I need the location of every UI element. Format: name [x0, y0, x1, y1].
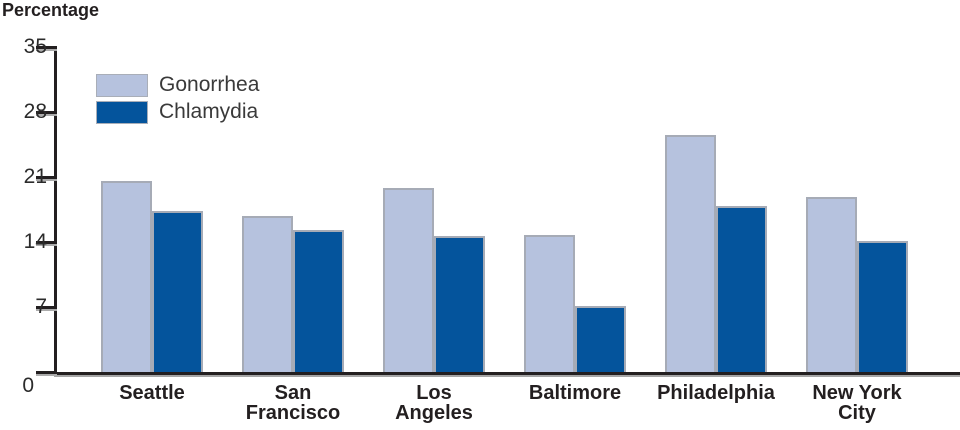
plot-area: Gonorrhea Chlamydia 35 28 21 14 7 0: [22, 35, 960, 397]
bar-gonorrhea-new-york-city: [806, 196, 857, 372]
bar-group-seattle: [101, 180, 203, 372]
y-axis-line: [54, 47, 57, 375]
y-tick-label-28: 28: [23, 100, 47, 123]
category-label-philadelphia: Philadelphia: [657, 382, 775, 404]
category-label-los-angeles: Los Angeles: [395, 382, 473, 424]
bar-group-new-york-city: [806, 196, 908, 372]
y-tick-label-35: 35: [23, 35, 47, 58]
legend-item-chlamydia: Chlamydia: [96, 100, 259, 124]
bar-chlamydia-philadelphia: [716, 205, 767, 372]
x-axis-line: [54, 372, 960, 375]
y-tick-label-14: 14: [23, 230, 47, 253]
gonorrhea-swatch: [96, 73, 148, 97]
bar-gonorrhea-baltimore: [524, 234, 575, 372]
category-label-seattle: Seattle: [119, 382, 185, 404]
y-tick-28: [36, 111, 57, 114]
bar-group-san-francisco: [242, 216, 344, 372]
bar-group-baltimore: [524, 234, 626, 372]
y-tick-21: [36, 176, 57, 179]
bar-chlamydia-los-angeles: [434, 235, 485, 372]
bar-group-philadelphia: [665, 135, 767, 372]
category-label-new-york-city: New York City: [812, 382, 902, 424]
chlamydia-swatch: [96, 100, 148, 124]
bar-group-los-angeles: [383, 188, 485, 372]
y-tick-7: [36, 306, 57, 309]
y-tick-label-7: 7: [35, 295, 47, 318]
bar-chlamydia-san-francisco: [293, 229, 344, 372]
category-label-san-francisco: San Francisco: [245, 382, 341, 424]
bar-gonorrhea-philadelphia: [665, 135, 716, 372]
category-label-baltimore: Baltimore: [528, 382, 622, 404]
y-tick-0: [36, 371, 57, 374]
y-tick-label-21: 21: [23, 165, 47, 188]
y-tick-35: [36, 46, 57, 49]
legend: Gonorrhea Chlamydia: [96, 73, 259, 127]
legend-item-gonorrhea: Gonorrhea: [96, 73, 259, 97]
bar-gonorrhea-los-angeles: [383, 188, 434, 372]
bar-chlamydia-seattle: [152, 211, 203, 372]
bar-chlamydia-new-york-city: [857, 241, 908, 372]
y-tick-label-0: 0: [22, 374, 34, 397]
bar-chlamydia-baltimore: [575, 306, 626, 372]
chart-title: Percentage: [2, 0, 100, 20]
bar-gonorrhea-seattle: [101, 180, 152, 372]
legend-label-gonorrhea: Gonorrhea: [159, 73, 260, 96]
y-tick-14: [36, 241, 57, 244]
bar-gonorrhea-san-francisco: [242, 216, 293, 372]
legend-label-chlamydia: Chlamydia: [159, 100, 259, 123]
